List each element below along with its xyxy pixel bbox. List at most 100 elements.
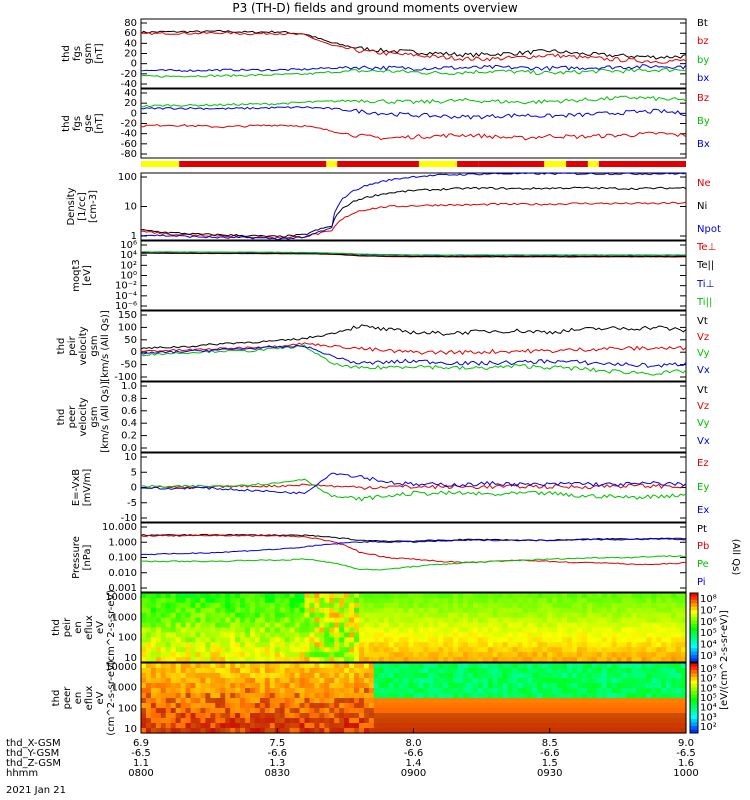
spectrogram-cell — [517, 728, 524, 734]
spectrogram-cell — [433, 597, 439, 604]
spectrogram-cell — [502, 607, 509, 614]
spectrogram-cell — [423, 718, 429, 724]
spectrogram-cell — [577, 622, 583, 629]
spectrogram-cell — [557, 642, 563, 648]
spectrogram-cell — [225, 688, 231, 694]
colorbar-cell — [690, 698, 698, 702]
spectrogram-cell — [468, 612, 474, 619]
spectrogram-cell — [492, 632, 499, 638]
y-axis-label: thd — [51, 690, 62, 707]
spectrogram-cell — [611, 728, 618, 734]
spectrogram-cell — [502, 657, 509, 663]
spectrogram-cell — [368, 668, 375, 674]
spectrogram-cell — [269, 657, 276, 663]
spectrogram-cell — [601, 657, 608, 663]
spectrogram-cell — [145, 723, 152, 729]
spectrogram-cell — [472, 698, 479, 704]
spectrogram-cell — [264, 657, 271, 663]
spectrogram-cell — [423, 612, 429, 619]
spectrogram-cell — [532, 718, 538, 724]
spectrogram-cell — [666, 723, 672, 729]
spectrogram-cell — [334, 627, 340, 634]
spectrogram-cell — [586, 647, 593, 653]
spectrogram-cell — [393, 683, 400, 689]
spectrogram-cell — [676, 593, 682, 599]
spectrogram-cell — [438, 728, 444, 734]
spectrogram-cell — [596, 713, 603, 719]
spectrogram-cell — [235, 622, 241, 629]
spectrogram-cell — [567, 708, 573, 714]
spectrogram-cell — [468, 607, 474, 614]
spectrogram-cell — [433, 728, 439, 734]
spectrogram-cell — [671, 622, 677, 629]
spectrogram-cell — [601, 678, 608, 684]
spectrogram-cell — [577, 673, 583, 679]
spectrogram-cell — [141, 713, 147, 719]
spectrogram-cell — [319, 612, 325, 619]
spectrogram-cell — [517, 597, 524, 604]
spectrogram-cell — [344, 718, 350, 724]
spectrogram-cell — [512, 597, 519, 604]
spectrogram-cell — [418, 627, 424, 634]
colorbar-cell — [690, 644, 698, 649]
spectrogram-cell — [458, 597, 464, 604]
spectrogram-cell — [606, 683, 613, 689]
spectrogram-cell — [141, 602, 147, 609]
spectrogram-cell — [562, 703, 568, 709]
spectrogram-cell — [512, 602, 519, 609]
spectrogram-cell — [418, 698, 424, 704]
spectrogram-cell — [279, 693, 286, 699]
spectrogram-cell — [304, 622, 311, 629]
spectrogram-cell — [264, 622, 271, 629]
spectrogram-cell — [438, 637, 444, 643]
spectrogram-cell — [542, 607, 548, 614]
spectrogram-cell — [378, 622, 385, 629]
spectrogram-cell — [334, 693, 340, 699]
spectrogram-cell — [398, 703, 405, 709]
spectrogram-cell — [210, 683, 216, 689]
spectrogram-cell — [220, 597, 226, 604]
spectrogram-cell — [383, 642, 390, 648]
spectrogram-cell — [542, 642, 548, 648]
spectrogram-cell — [472, 688, 479, 694]
legend-entry: Ez — [697, 458, 709, 469]
ephemeris-value: -6.6 — [267, 748, 287, 759]
spectrogram-cell — [378, 688, 385, 694]
spectrogram-cell — [468, 728, 474, 734]
spectrogram-cell — [606, 728, 613, 734]
spectrogram-cell — [254, 703, 261, 709]
spectrogram-cell — [334, 728, 340, 734]
spectrogram-cell — [631, 708, 638, 714]
spectrogram-cell — [235, 593, 241, 599]
spectrogram-cell — [274, 602, 281, 609]
spectrogram-cell — [626, 728, 633, 734]
spectrogram-cell — [636, 698, 642, 704]
spectrogram-cell — [299, 647, 306, 653]
ephemeris-value: 1.6 — [678, 758, 694, 769]
spectrogram-cell — [552, 612, 558, 619]
spectrogram-cell — [443, 627, 449, 634]
spectrogram-cell — [586, 718, 593, 724]
spectrogram-cell — [423, 668, 429, 674]
spectrogram-cell — [477, 602, 484, 609]
spectrogram-cell — [373, 657, 380, 663]
spectrogram-cell — [671, 647, 677, 653]
spectrogram-cell — [383, 708, 390, 714]
spectrogram-cell — [641, 688, 647, 694]
spectrogram-cell — [552, 683, 558, 689]
spectrogram-cell — [577, 728, 583, 734]
spectrogram-cell — [671, 627, 677, 634]
spectrogram-cell — [671, 683, 677, 689]
spectrogram-cell — [651, 602, 657, 609]
spectrogram-cell — [145, 607, 152, 614]
spectrogram-cell — [368, 612, 375, 619]
spectrogram-cell — [453, 668, 459, 674]
spectrogram-cell — [562, 617, 568, 624]
spectrogram-cell — [482, 642, 489, 648]
spectrogram-cell — [408, 657, 415, 663]
spectrogram-cell — [542, 657, 548, 663]
spectrogram-cell — [339, 657, 345, 663]
spectrogram-cell — [349, 652, 355, 658]
spectrogram-cell — [284, 683, 291, 689]
spectrogram-cell — [388, 642, 395, 648]
